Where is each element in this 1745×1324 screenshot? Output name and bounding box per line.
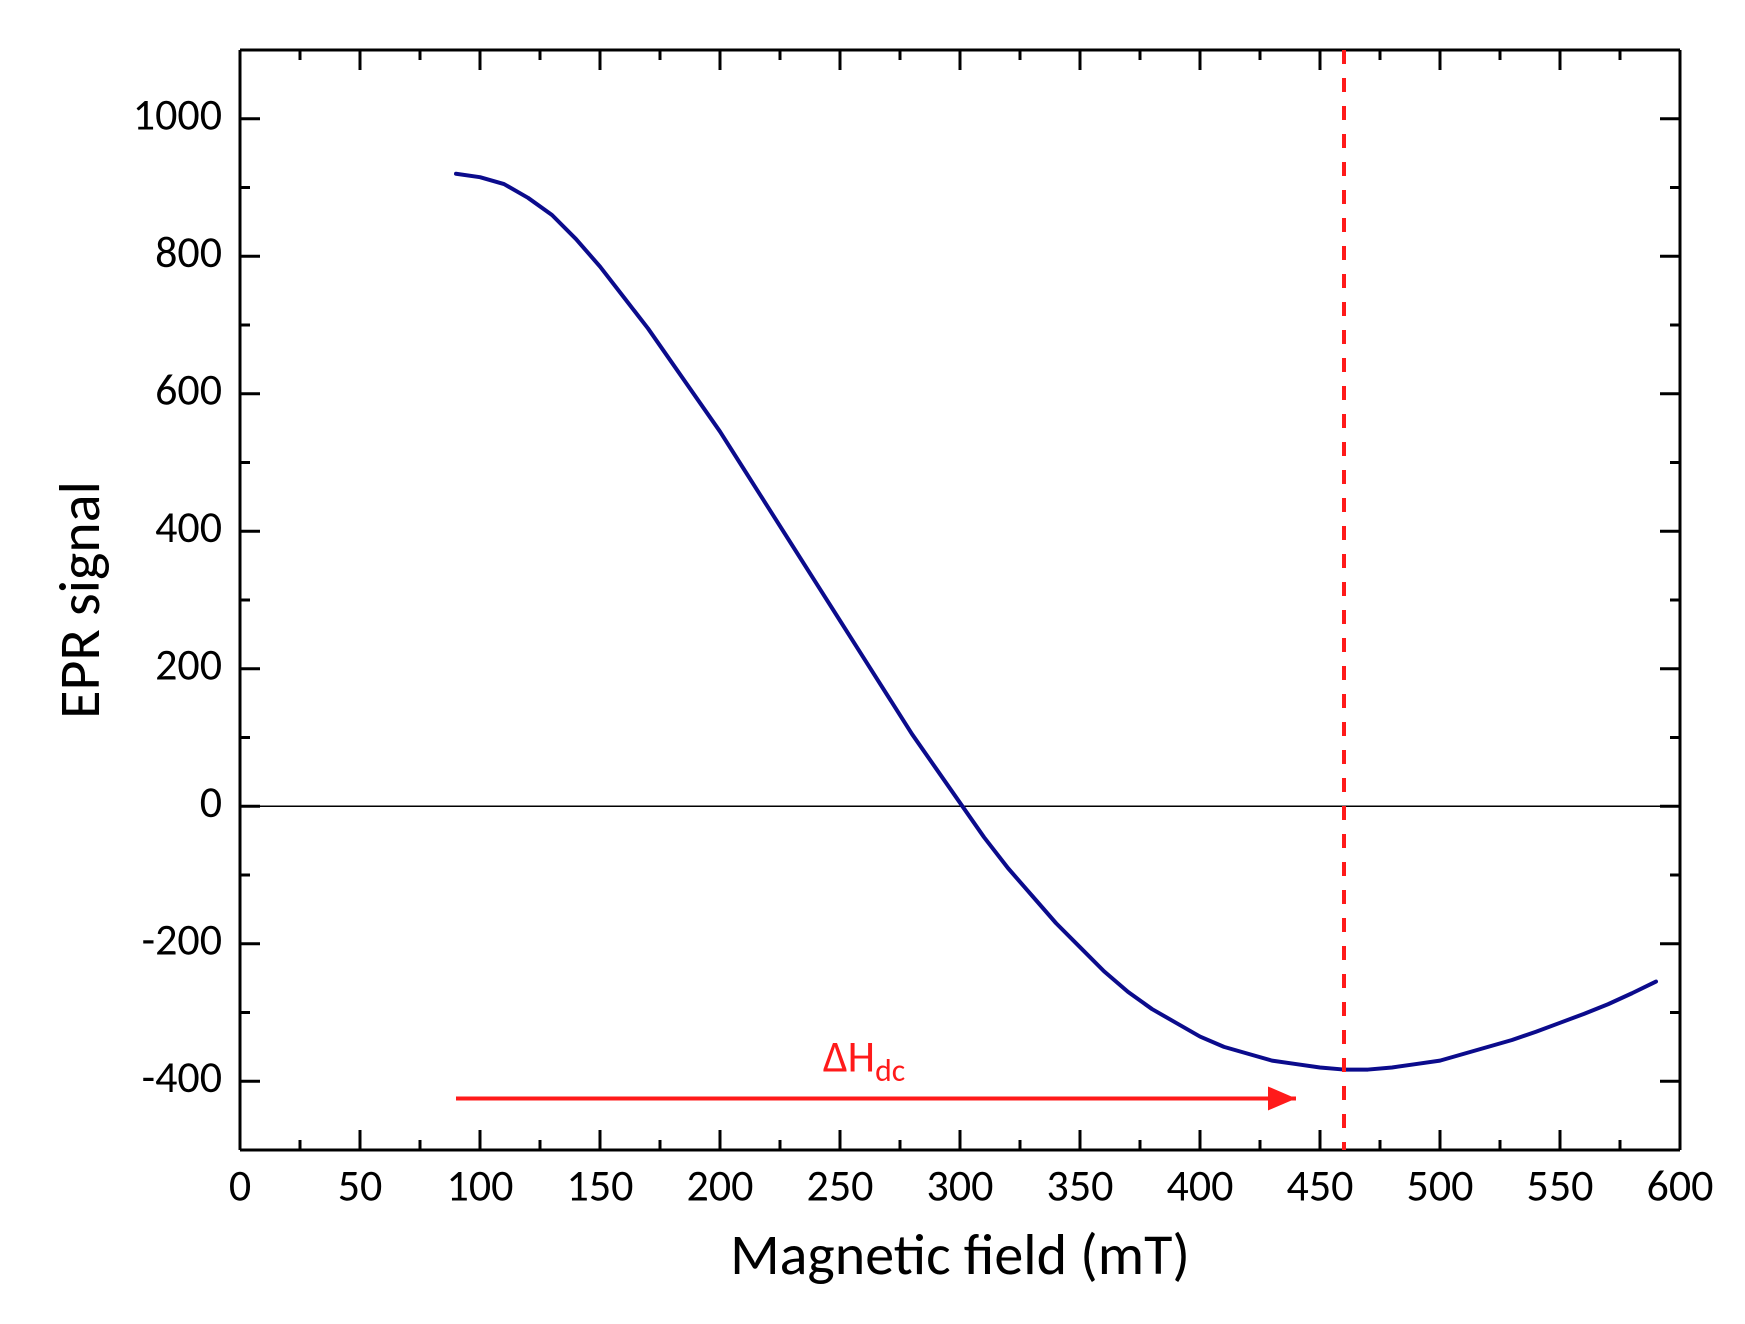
chart-background [0,0,1745,1324]
x-tick-label: 0 [229,1159,251,1213]
x-tick-label: 300 [927,1159,994,1213]
x-tick-label: 100 [447,1159,514,1213]
x-tick-label: 500 [1407,1159,1474,1213]
x-tick-label: 400 [1167,1159,1234,1213]
x-axis-label: Magnetic field (mT) [730,1219,1190,1290]
y-tick-label: 1000 [133,87,222,141]
y-tick-label: 800 [155,225,222,279]
epr-chart: 0 50 100 150 200 250 300 350 400 450 500 550 600 -400… [0,0,1745,1324]
y-tick-label: 600 [155,362,222,416]
x-tick-label: 150 [567,1159,634,1213]
x-tick-label: 350 [1047,1159,1114,1213]
x-tick-label: 600 [1647,1159,1714,1213]
x-tick-label: 550 [1527,1159,1594,1213]
y-axis-label: EPR signal [44,481,115,719]
y-tick-label: 400 [155,500,222,554]
x-tick-label: 200 [687,1159,754,1213]
y-tick-label: -400 [142,1050,222,1104]
y-tick-label: -200 [142,912,222,966]
y-tick-label: 200 [155,637,222,691]
x-tick-label: 250 [807,1159,874,1213]
x-tick-label: 450 [1287,1159,1354,1213]
y-tick-label: 0 [200,775,222,829]
x-tick-label: 50 [338,1159,383,1213]
